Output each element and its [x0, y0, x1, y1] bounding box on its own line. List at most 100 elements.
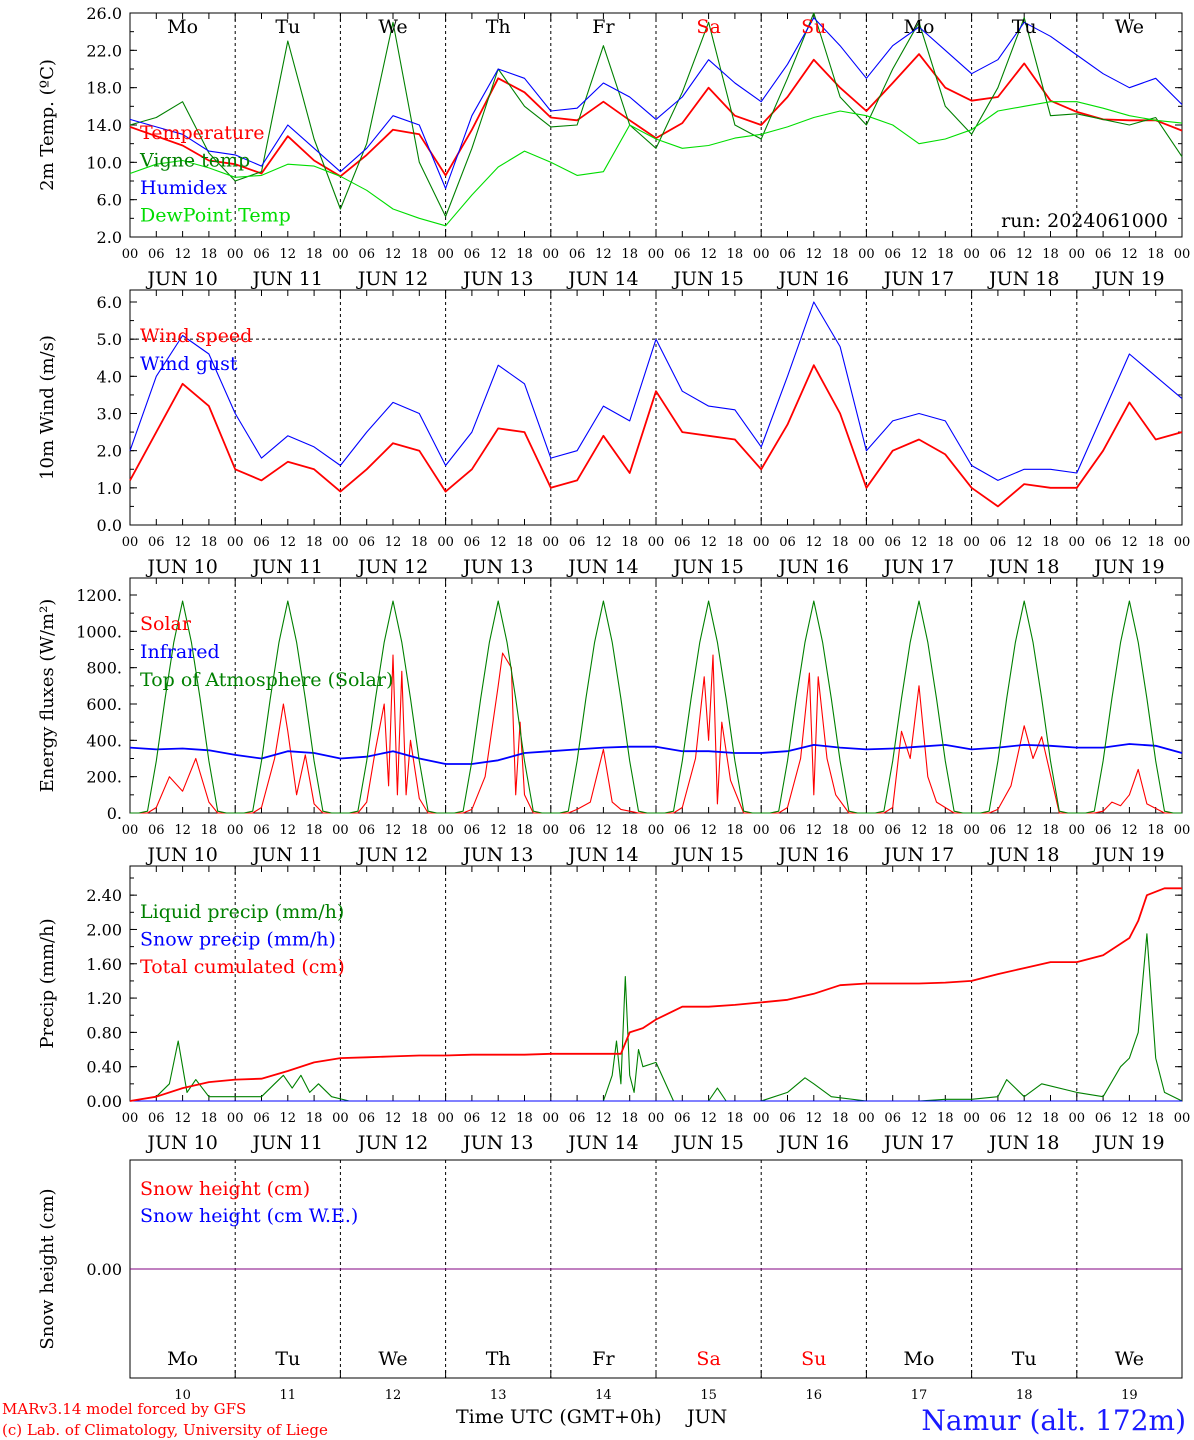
hour-tick-label: 12 — [595, 247, 612, 262]
date-label: JUN 11 — [251, 556, 323, 578]
weekday-bottom: Sa — [696, 1348, 720, 1370]
date-label: JUN 15 — [671, 268, 743, 290]
hour-tick-label: 00 — [543, 247, 560, 262]
y-axis-label: 10m Wind (m/s) — [37, 335, 58, 480]
hour-tick-label: 12 — [385, 535, 402, 550]
hour-tick-label: 00 — [963, 535, 980, 550]
hour-tick-label: 00 — [963, 823, 980, 838]
hour-tick-label: 00 — [543, 823, 560, 838]
hour-tick-label: 06 — [779, 823, 796, 838]
series-line-temperature-2 — [129, 17, 1183, 190]
hour-tick-label: 00 — [648, 535, 665, 550]
weekday-top: Fr — [592, 16, 615, 38]
hour-tick-label: 18 — [516, 1111, 533, 1126]
hour-tick-label: 00 — [1069, 535, 1086, 550]
hour-tick-label: 12 — [385, 1111, 402, 1126]
y-tick-label: 800. — [86, 659, 122, 678]
hour-tick-label: 12 — [700, 535, 717, 550]
legend-entry: Vigne temp — [139, 150, 250, 172]
day-number: 12 — [385, 1388, 402, 1403]
hour-tick-label: 12 — [280, 247, 297, 262]
hour-tick-label: 06 — [674, 823, 691, 838]
date-label: JUN 16 — [777, 1132, 849, 1154]
y-tick-label: 2.0 — [97, 228, 122, 247]
hour-tick-label: 00 — [332, 823, 349, 838]
hour-tick-label: 06 — [358, 823, 375, 838]
hour-tick-label: 18 — [727, 247, 744, 262]
y-tick-label: 0.80 — [86, 1023, 122, 1042]
hour-tick-label: 00 — [648, 823, 665, 838]
hour-tick-label: 00 — [963, 247, 980, 262]
hour-tick-label: 00 — [858, 247, 875, 262]
y-tick-label: 200. — [86, 768, 122, 787]
y-axis-label: Precip (mm/h) — [37, 918, 58, 1048]
hour-tick-label: 06 — [674, 535, 691, 550]
weekday-bottom: Mo — [167, 1348, 198, 1370]
y-tick-label: 6.0 — [97, 293, 122, 312]
hour-tick-label: 06 — [358, 535, 375, 550]
hour-tick-label: 00 — [753, 535, 770, 550]
hour-tick-label: 06 — [1095, 247, 1112, 262]
legend-entry: Top of Atmosphere (Solar) — [140, 669, 393, 691]
hour-tick-label: 06 — [1095, 823, 1112, 838]
hour-tick-label: 12 — [700, 1111, 717, 1126]
hour-tick-label: 18 — [832, 247, 849, 262]
hour-tick-label: 18 — [1042, 535, 1059, 550]
date-label: JUN 13 — [461, 1132, 533, 1154]
hour-tick-label: 12 — [595, 823, 612, 838]
hour-tick-label: 12 — [806, 247, 823, 262]
panel-wind: 0.0 1.0 2.0 3.0 4.0 5.0 6.0 10m Wind (m/s) 00 06 1… — [37, 289, 1190, 578]
hour-tick-label: 00 — [1069, 1111, 1086, 1126]
hour-tick-label: 18 — [411, 535, 428, 550]
hour-tick-label: 12 — [911, 823, 928, 838]
legend-entry: Liquid precip (mm/h) — [140, 901, 344, 923]
credit-line-2: (c) Lab. of Climatology, University of L… — [2, 1421, 328, 1439]
y-tick-label: 2.0 — [97, 442, 122, 461]
date-label: JUN 18 — [987, 844, 1059, 866]
hour-tick-label: 12 — [911, 247, 928, 262]
y-tick-label: 26.0 — [86, 4, 122, 23]
panel-energy: 0. 200. 400. 600. 800. 1000. 1200. Energy fluxe… — [37, 577, 1190, 866]
hour-tick-label: 18 — [727, 823, 744, 838]
date-label: JUN 17 — [882, 1132, 954, 1154]
date-label: JUN 14 — [566, 268, 638, 290]
hour-tick-label: 06 — [884, 1111, 901, 1126]
date-label: JUN 10 — [145, 268, 217, 290]
y-tick-label: 18.0 — [86, 79, 122, 98]
hour-tick-label: 06 — [464, 535, 481, 550]
date-label: JUN 12 — [356, 844, 428, 866]
weekday-bottom: Su — [801, 1348, 826, 1370]
hour-tick-label: 12 — [806, 823, 823, 838]
hour-tick-label: 12 — [1016, 535, 1033, 550]
hour-tick-label: 00 — [227, 823, 244, 838]
hour-tick-label: 00 — [437, 1111, 454, 1126]
hour-tick-label: 18 — [621, 823, 638, 838]
day-number: 17 — [911, 1388, 928, 1403]
y-tick-label: 1000. — [76, 622, 122, 641]
legend-entry: Solar — [140, 613, 192, 635]
hour-tick-label: 00 — [753, 1111, 770, 1126]
series-line-temperature-0 — [129, 53, 1183, 178]
hour-tick-label: 12 — [595, 1111, 612, 1126]
hour-tick-label: 00 — [648, 247, 665, 262]
date-label: JUN 16 — [777, 556, 849, 578]
y-axis-label: Snow height (cm) — [37, 1188, 58, 1349]
date-label: JUN 17 — [882, 844, 954, 866]
hour-tick-label: 00 — [858, 1111, 875, 1126]
date-label: JUN 10 — [145, 556, 217, 578]
date-label: JUN 16 — [777, 268, 849, 290]
y-tick-label: 2.00 — [86, 920, 122, 939]
weekday-bottom: Tu — [275, 1348, 300, 1370]
hour-tick-label: 06 — [569, 247, 586, 262]
day-number: 19 — [1121, 1388, 1138, 1403]
run-label: run: 2024061000 — [1001, 210, 1168, 232]
hour-tick-label: 06 — [779, 1111, 796, 1126]
weekday-top: Tu — [1012, 16, 1037, 38]
weekday-bottom: Th — [486, 1348, 511, 1370]
hour-tick-label: 06 — [779, 535, 796, 550]
hour-tick-label: 00 — [1174, 1111, 1191, 1126]
hour-tick-label: 18 — [832, 535, 849, 550]
day-number: 14 — [595, 1388, 612, 1403]
hour-tick-label: 12 — [1016, 1111, 1033, 1126]
hour-tick-label: 12 — [1121, 535, 1138, 550]
